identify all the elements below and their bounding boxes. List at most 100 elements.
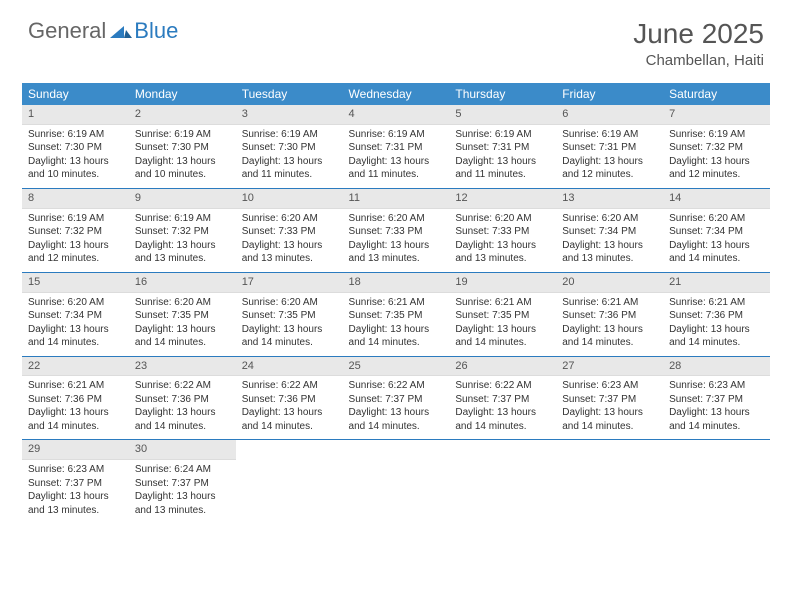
calendar-cell: 21 Sunrise: 6:21 AMSunset: 7:36 PMDayligh… (663, 272, 770, 356)
calendar-cell: 25Sunrise: 6:22 AMSunset: 7:37 PMDayligh… (343, 356, 450, 440)
sunset-line: Sunset: 7:36 PM (669, 309, 764, 323)
sunset-line: Sunset: 7:37 PM (455, 393, 550, 407)
sunset-line: Sunset: 7:37 PM (349, 393, 444, 407)
day-number: 23 (129, 357, 236, 377)
sunrise-line: Sunrise: 6:19 AM (28, 212, 123, 226)
brand-logo: General Blue (28, 18, 178, 44)
sunrise-line: Sunrise: 6:21 AM (562, 296, 657, 310)
sunset-line: Sunset: 7:32 PM (135, 225, 230, 239)
calendar-cell: 11 Sunrise: 6:20 AMSunset: 7:33 PMDayligh… (343, 188, 450, 272)
day-number: 24 (236, 357, 343, 377)
day-number: 28 (663, 357, 770, 377)
day-number: 5 (449, 105, 556, 125)
daylight-line: Daylight: 13 hours and 14 minutes. (28, 406, 123, 433)
day-number: 14 (663, 189, 770, 209)
sunrise-line: Sunrise: 6:21 AM (349, 296, 444, 310)
daylight-line: Daylight: 13 hours and 13 minutes. (28, 490, 123, 517)
day-details: Sunrise: 6:19 AMSunset: 7:32 PMDaylight:… (22, 209, 129, 272)
day-details: Sunrise: 6:20 AMSunset: 7:34 PMDaylight:… (663, 209, 770, 272)
day-number: 3 (236, 105, 343, 125)
daylight-line: Daylight: 13 hours and 12 minutes. (562, 155, 657, 182)
weekday-header-row: Sunday Monday Tuesday Wednesday Thursday… (22, 83, 770, 105)
calendar-cell: 28Sunrise: 6:23 AMSunset: 7:37 PMDayligh… (663, 356, 770, 440)
daylight-line: Daylight: 13 hours and 14 minutes. (562, 406, 657, 433)
day-number: 7 (663, 105, 770, 125)
sunrise-line: Sunrise: 6:23 AM (669, 379, 764, 393)
day-details: Sunrise: 6:19 AMSunset: 7:32 PMDaylight:… (663, 125, 770, 188)
sunrise-line: Sunrise: 6:21 AM (669, 296, 764, 310)
calendar-cell: 2Sunrise: 6:19 AMSunset: 7:30 PMDaylight… (129, 105, 236, 188)
day-number: 21 (663, 273, 770, 293)
sunrise-line: Sunrise: 6:20 AM (135, 296, 230, 310)
day-number: 1 (22, 105, 129, 125)
daylight-line: Daylight: 13 hours and 13 minutes. (349, 239, 444, 266)
sunset-line: Sunset: 7:36 PM (135, 393, 230, 407)
calendar-cell (236, 440, 343, 523)
sunrise-line: Sunrise: 6:22 AM (455, 379, 550, 393)
day-details: Sunrise: 6:20 AMSunset: 7:33 PMDaylight:… (236, 209, 343, 272)
sunset-line: Sunset: 7:33 PM (349, 225, 444, 239)
calendar-cell: 27Sunrise: 6:23 AMSunset: 7:37 PMDayligh… (556, 356, 663, 440)
day-details: Sunrise: 6:21 AMSunset: 7:35 PMDaylight:… (343, 293, 450, 356)
calendar-cell: 30Sunrise: 6:24 AMSunset: 7:37 PMDayligh… (129, 440, 236, 523)
weekday-header: Wednesday (343, 83, 450, 105)
sunrise-line: Sunrise: 6:19 AM (669, 128, 764, 142)
day-number: 8 (22, 189, 129, 209)
day-details: Sunrise: 6:23 AMSunset: 7:37 PMDaylight:… (556, 376, 663, 439)
day-details: Sunrise: 6:19 AMSunset: 7:30 PMDaylight:… (236, 125, 343, 188)
daylight-line: Daylight: 13 hours and 11 minutes. (242, 155, 337, 182)
sunset-line: Sunset: 7:32 PM (669, 141, 764, 155)
calendar-cell: 5Sunrise: 6:19 AMSunset: 7:31 PMDaylight… (449, 105, 556, 188)
day-details: Sunrise: 6:22 AMSunset: 7:36 PMDaylight:… (236, 376, 343, 439)
sunset-line: Sunset: 7:31 PM (562, 141, 657, 155)
sunrise-line: Sunrise: 6:19 AM (135, 212, 230, 226)
sunset-line: Sunset: 7:31 PM (349, 141, 444, 155)
calendar-cell: 9Sunrise: 6:19 AMSunset: 7:32 PMDaylight… (129, 188, 236, 272)
daylight-line: Daylight: 13 hours and 14 minutes. (669, 406, 764, 433)
sunrise-line: Sunrise: 6:20 AM (242, 296, 337, 310)
daylight-line: Daylight: 13 hours and 13 minutes. (455, 239, 550, 266)
sunrise-line: Sunrise: 6:20 AM (349, 212, 444, 226)
sunset-line: Sunset: 7:35 PM (349, 309, 444, 323)
day-details: Sunrise: 6:20 AMSunset: 7:34 PMDaylight:… (556, 209, 663, 272)
daylight-line: Daylight: 13 hours and 14 minutes. (242, 406, 337, 433)
day-number: 4 (343, 105, 450, 125)
sunset-line: Sunset: 7:37 PM (135, 477, 230, 491)
calendar-cell: 12Sunrise: 6:20 AMSunset: 7:33 PMDayligh… (449, 188, 556, 272)
day-number: 11 (343, 189, 450, 209)
daylight-line: Daylight: 13 hours and 14 minutes. (455, 323, 550, 350)
sunset-line: Sunset: 7:34 PM (28, 309, 123, 323)
weekday-header: Thursday (449, 83, 556, 105)
day-details: Sunrise: 6:19 AMSunset: 7:31 PMDaylight:… (343, 125, 450, 188)
title-block: June 2025 Chambellan, Haiti (633, 18, 764, 69)
daylight-line: Daylight: 13 hours and 14 minutes. (669, 323, 764, 350)
sunset-line: Sunset: 7:34 PM (669, 225, 764, 239)
daylight-line: Daylight: 13 hours and 13 minutes. (135, 490, 230, 517)
sunset-line: Sunset: 7:31 PM (455, 141, 550, 155)
day-details: Sunrise: 6:22 AMSunset: 7:36 PMDaylight:… (129, 376, 236, 439)
daylight-line: Daylight: 13 hours and 13 minutes. (242, 239, 337, 266)
day-number: 26 (449, 357, 556, 377)
day-details: Sunrise: 6:19 AMSunset: 7:30 PMDaylight:… (22, 125, 129, 188)
month-title: June 2025 (633, 18, 764, 50)
calendar-cell: 22Sunrise: 6:21 AMSunset: 7:36 PMDayligh… (22, 356, 129, 440)
sunrise-line: Sunrise: 6:19 AM (242, 128, 337, 142)
sunset-line: Sunset: 7:36 PM (242, 393, 337, 407)
sunset-line: Sunset: 7:30 PM (28, 141, 123, 155)
calendar-cell (449, 440, 556, 523)
daylight-line: Daylight: 13 hours and 10 minutes. (28, 155, 123, 182)
sunrise-line: Sunrise: 6:19 AM (562, 128, 657, 142)
daylight-line: Daylight: 13 hours and 13 minutes. (135, 239, 230, 266)
calendar-cell: 19Sunrise: 6:21 AMSunset: 7:35 PMDayligh… (449, 272, 556, 356)
calendar-cell: 17Sunrise: 6:20 AMSunset: 7:35 PMDayligh… (236, 272, 343, 356)
day-number: 12 (449, 189, 556, 209)
calendar-row: 15 Sunrise: 6:20 AM Sunset: 7:34 PM Dayligh… (22, 272, 770, 356)
day-number: 15 (22, 273, 129, 293)
sunset-line: Sunset: 7:35 PM (242, 309, 337, 323)
calendar-cell: 10Sunrise: 6:20 AMSunset: 7:33 PMDayligh… (236, 188, 343, 272)
calendar-cell: 13Sunrise: 6:20 AMSunset: 7:34 PMDayligh… (556, 188, 663, 272)
daylight-line: Daylight: 13 hours and 14 minutes. (135, 323, 230, 350)
daylight-line: Daylight: 13 hours and 14 minutes. (562, 323, 657, 350)
calendar-cell: 14Sunrise: 6:20 AMSunset: 7:34 PMDayligh… (663, 188, 770, 272)
day-details: Sunrise: 6:19 AMSunset: 7:31 PMDaylight:… (556, 125, 663, 188)
